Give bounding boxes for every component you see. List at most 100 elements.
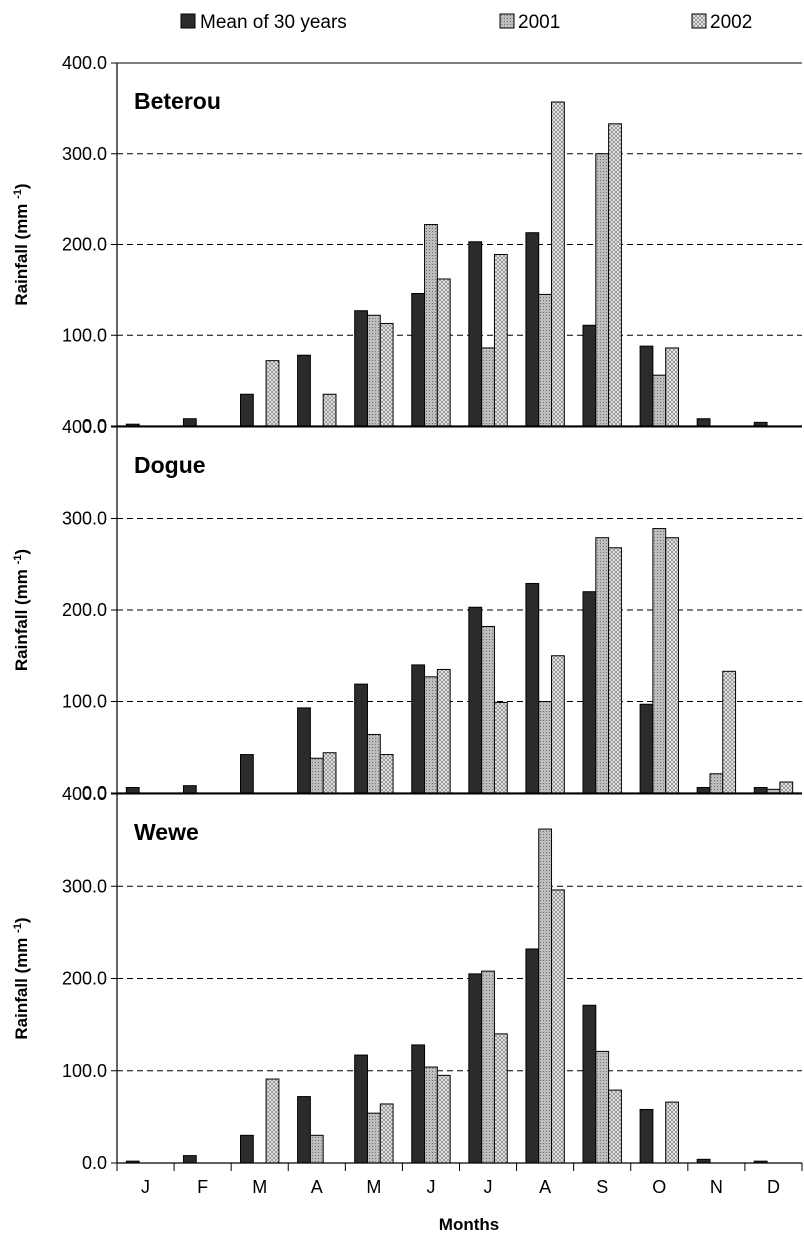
bar-beterou-mean-9: [639, 345, 654, 427]
bar-dogue-2001-6: [481, 625, 495, 794]
bar-wewe-2001-4: [366, 1112, 381, 1164]
bar-wewe-mean-2: [240, 1134, 254, 1164]
panels: 0.0 100.0 200.0 300.0 400.0 Beterou Rainfall (…: [12, 53, 803, 1173]
bar-dogue-2001-7: [538, 701, 553, 794]
panel-wewe: 0.0 100.0 200.0 300.0 400.0 Wewe Rainfall (mm …: [12, 784, 803, 1173]
y-tick-label: 300.0: [62, 876, 107, 896]
bar-beterou-2002-9: [665, 347, 679, 427]
y-tick-label: 100.0: [62, 325, 107, 345]
bar-beterou-2002-6: [493, 253, 508, 427]
bar-dogue-2001-5: [424, 676, 438, 794]
bar-wewe-2002-2: [265, 1078, 280, 1164]
legend-swatch-mean: [180, 13, 196, 29]
bar-wewe-2001-8: [595, 1050, 610, 1164]
bar-dogue-mean-8: [582, 591, 597, 794]
bar-beterou-2001-4: [366, 314, 381, 427]
y-tick-label: 400.0: [62, 417, 107, 437]
y-tick-label: 0.0: [82, 783, 107, 803]
bar-dogue-mean-1: [182, 785, 197, 794]
bar-beterou-2001-7: [538, 293, 553, 427]
bar-wewe-mean-3: [297, 1096, 311, 1164]
y-tick-label: 100.0: [62, 692, 107, 712]
month-label-8: S: [596, 1177, 608, 1197]
bar-dogue-2002-4: [379, 754, 394, 794]
panel-title: Beterou: [134, 88, 221, 114]
bar-dogue-2001-3: [309, 757, 324, 794]
month-label-11: D: [767, 1177, 780, 1197]
legend: Mean of 30 years 2001 2002: [180, 12, 752, 33]
bar-wewe-2002-4: [379, 1103, 394, 1164]
y-tick-label: 0.0: [82, 1153, 107, 1173]
bar-wewe-2002-5: [436, 1074, 451, 1164]
bar-dogue-mean-4: [354, 683, 368, 794]
month-label-5: J: [426, 1177, 435, 1197]
bar-wewe-mean-6: [468, 973, 483, 1164]
bar-beterou-2002-4: [379, 322, 394, 427]
y-tick-label: 200.0: [62, 235, 107, 255]
bar-beterou-mean-5: [411, 293, 426, 427]
bar-wewe-mean-7: [525, 948, 540, 1164]
bar-wewe-2002-7: [551, 889, 565, 1164]
legend-swatch-2002: [691, 13, 707, 29]
bar-beterou-mean-6: [468, 241, 483, 427]
legend-item-2001: 2001: [499, 12, 560, 33]
bar-wewe-2002-8: [608, 1089, 622, 1164]
bar-dogue-2002-5: [436, 668, 451, 794]
bar-beterou-mean-8: [582, 324, 597, 427]
bar-wewe-2002-6: [493, 1033, 508, 1164]
bar-wewe-mean-5: [411, 1044, 426, 1164]
bar-dogue-2002-3: [322, 752, 337, 794]
month-label-9: O: [652, 1177, 666, 1197]
legend-label-2001: 2001: [518, 12, 560, 33]
bar-wewe-2002-9: [665, 1101, 679, 1164]
bar-beterou-mean-4: [354, 310, 368, 427]
bar-wewe-mean-1: [182, 1155, 197, 1164]
bar-beterou-2002-3: [322, 393, 337, 427]
legend-label-mean: Mean of 30 years: [200, 12, 347, 33]
y-tick-label: 300.0: [62, 144, 107, 164]
y-tick-label: 200.0: [62, 969, 107, 989]
bar-dogue-2001-4: [366, 733, 381, 794]
bar-beterou-mean-3: [297, 354, 311, 427]
panel-title: Wewe: [134, 819, 199, 845]
y-tick-label: 0.0: [82, 416, 107, 436]
month-label-4: M: [366, 1177, 381, 1197]
month-label-3: A: [311, 1177, 323, 1197]
y-axis-title: Rainfall (mm -1): [12, 549, 31, 671]
bar-wewe-mean-8: [582, 1004, 597, 1164]
bar-dogue-mean-9: [639, 703, 654, 794]
y-tick-label: 100.0: [62, 1061, 107, 1081]
panel-beterou: 0.0 100.0 200.0 300.0 400.0 Beterou Rainfall (…: [12, 53, 802, 436]
month-label-0: J: [141, 1177, 150, 1197]
bar-dogue-mean-0: [125, 787, 140, 794]
legend-item-mean: Mean of 30 years: [180, 12, 347, 33]
bar-beterou-2001-9: [652, 374, 667, 427]
month-label-6: J: [484, 1177, 493, 1197]
panel-dogue: 0.0 100.0 200.0 300.0 400.0 Dogue Rainfall (mm…: [12, 417, 802, 803]
y-axis-title: Rainfall (mm -1): [12, 917, 31, 1039]
bar-wewe-mean-9: [639, 1108, 654, 1164]
month-label-1: F: [197, 1177, 208, 1197]
bar-beterou-2002-5: [436, 278, 451, 427]
bar-dogue-mean-3: [297, 707, 311, 794]
bar-wewe-2001-6: [481, 970, 495, 1164]
bar-dogue-2002-11: [779, 781, 794, 794]
y-tick-label: 400.0: [62, 784, 107, 804]
bar-dogue-mean-5: [411, 664, 426, 794]
month-label-7: A: [539, 1177, 551, 1197]
bar-dogue-mean-2: [240, 754, 254, 794]
panel-title: Dogue: [134, 452, 206, 478]
y-tick-label: 300.0: [62, 509, 107, 529]
bar-wewe-mean-4: [354, 1054, 368, 1164]
bar-wewe-2001-5: [424, 1066, 438, 1164]
bar-dogue-2002-10: [722, 670, 737, 794]
bar-beterou-mean-7: [525, 232, 540, 427]
bar-dogue-mean-10: [696, 787, 711, 794]
bar-beterou-2002-7: [551, 101, 565, 427]
legend-item-2002: 2002: [691, 12, 752, 33]
bar-beterou-2002-2: [265, 360, 280, 427]
bar-beterou-2001-5: [424, 224, 438, 427]
legend-swatch-2001: [499, 13, 515, 29]
